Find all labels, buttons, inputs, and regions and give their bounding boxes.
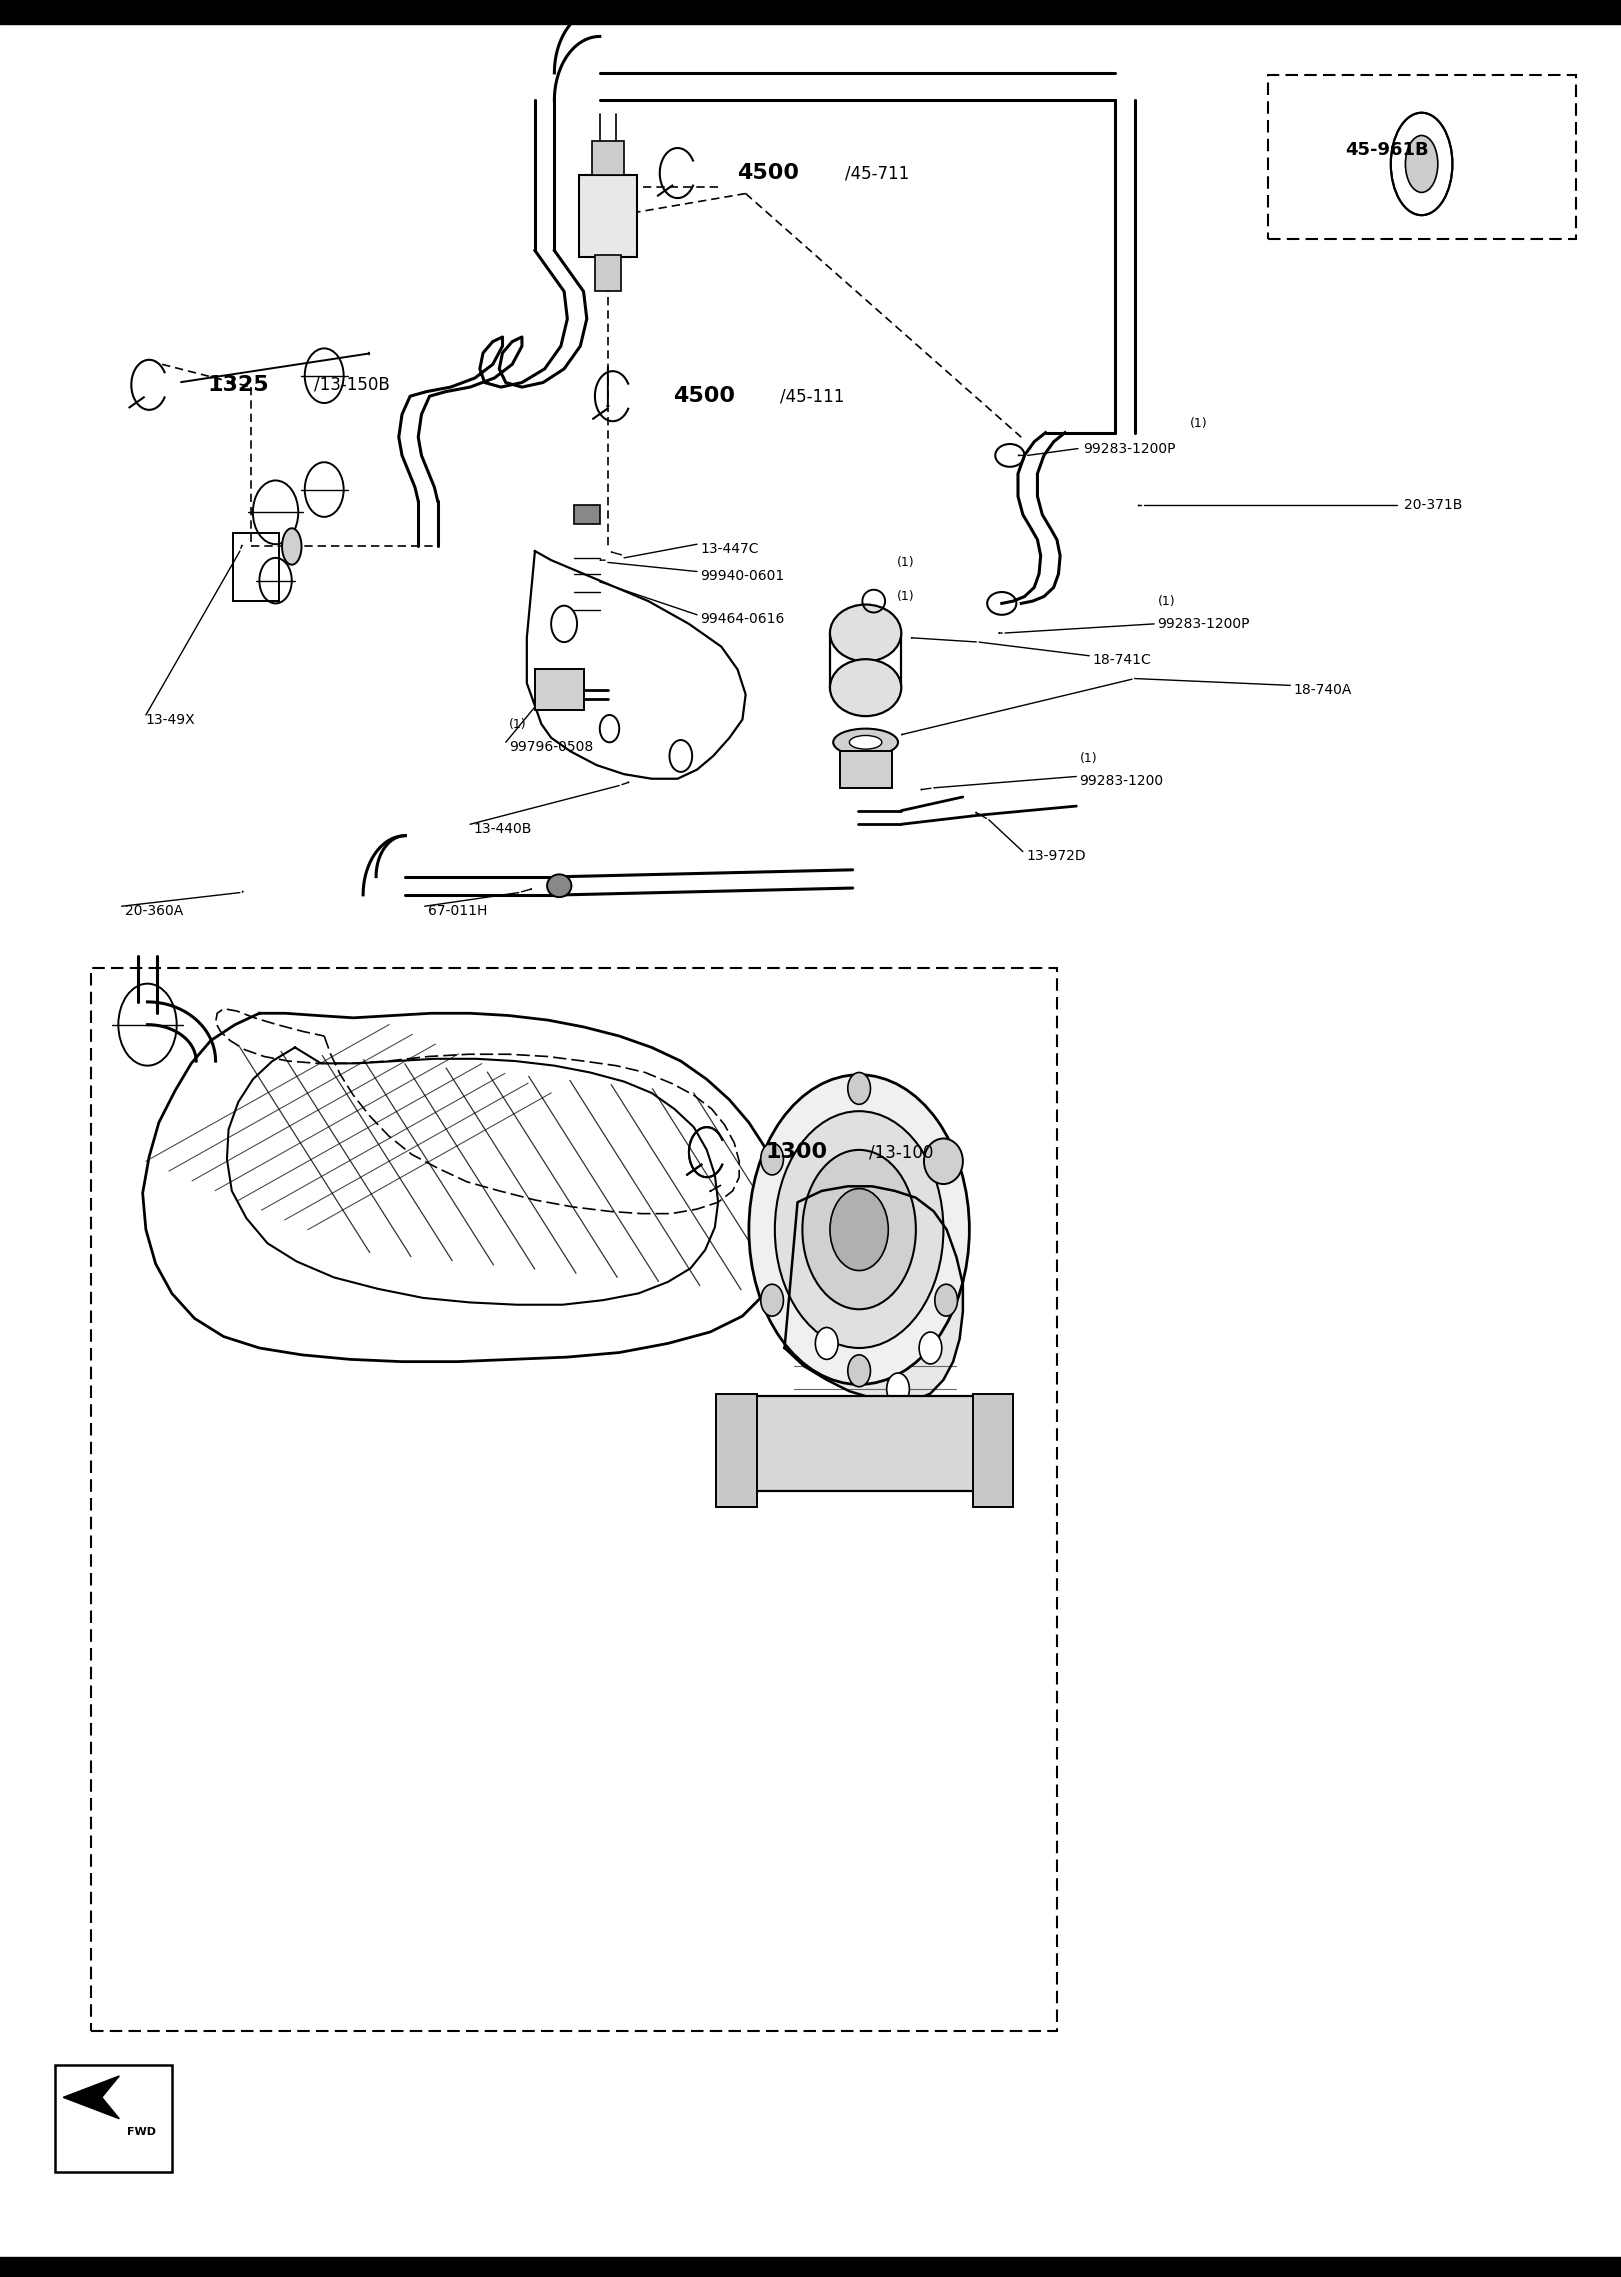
Text: (1): (1): [509, 717, 527, 731]
Text: 18-740A: 18-740A: [1294, 683, 1352, 697]
Ellipse shape: [924, 1138, 963, 1184]
Polygon shape: [785, 1186, 963, 1403]
Text: 13-49X: 13-49X: [146, 713, 196, 726]
Circle shape: [919, 1332, 942, 1364]
Text: 67-011H: 67-011H: [428, 904, 488, 918]
Ellipse shape: [833, 729, 898, 756]
Ellipse shape: [830, 660, 901, 715]
Bar: [574, 505, 600, 524]
Circle shape: [848, 1355, 870, 1387]
Text: (1): (1): [1157, 594, 1175, 608]
Text: 18-741C: 18-741C: [1093, 653, 1151, 667]
Text: 1325: 1325: [207, 376, 269, 394]
Text: (1): (1): [896, 556, 914, 569]
Bar: [55, 2065, 172, 2172]
Circle shape: [760, 1143, 783, 1175]
Circle shape: [935, 1284, 958, 1316]
Text: 99283-1200: 99283-1200: [1080, 774, 1164, 788]
Text: /13-100: /13-100: [869, 1143, 934, 1161]
Circle shape: [760, 1284, 783, 1316]
Text: 45-961B: 45-961B: [1345, 141, 1430, 159]
Text: /45-711: /45-711: [845, 164, 909, 182]
Bar: [233, 533, 279, 601]
Bar: [716, 1394, 757, 1507]
Polygon shape: [63, 2077, 120, 2118]
Text: (1): (1): [896, 590, 914, 603]
Text: 1300: 1300: [765, 1143, 827, 1161]
Text: 13-447C: 13-447C: [700, 542, 759, 556]
Text: /13-150B: /13-150B: [314, 376, 391, 394]
Bar: [0, 2257, 1621, 2277]
Text: 99283-1200P: 99283-1200P: [1083, 442, 1175, 455]
Bar: [973, 1394, 1013, 1507]
Text: 99796-0508: 99796-0508: [509, 740, 593, 754]
Bar: [0, 0, 1621, 23]
Bar: [729, 1396, 1002, 1491]
Circle shape: [802, 1150, 916, 1309]
Polygon shape: [143, 1013, 785, 1362]
Ellipse shape: [1405, 134, 1438, 194]
Bar: [91, 968, 1057, 2031]
Bar: [579, 175, 637, 257]
Circle shape: [775, 1111, 943, 1348]
Text: 13-972D: 13-972D: [1026, 849, 1086, 863]
Circle shape: [935, 1143, 958, 1175]
Circle shape: [600, 715, 619, 742]
Circle shape: [669, 740, 692, 772]
Bar: [595, 255, 621, 291]
Text: 4500: 4500: [673, 387, 734, 405]
Text: 99940-0601: 99940-0601: [700, 569, 785, 583]
Text: (1): (1): [1080, 751, 1097, 765]
Circle shape: [848, 1072, 870, 1104]
Text: 4500: 4500: [738, 164, 799, 182]
Text: 99464-0616: 99464-0616: [700, 613, 785, 626]
Text: 20-371B: 20-371B: [1404, 499, 1462, 512]
Circle shape: [830, 1189, 888, 1271]
Circle shape: [749, 1075, 969, 1384]
Ellipse shape: [849, 735, 882, 749]
Bar: [1268, 75, 1576, 239]
Ellipse shape: [830, 603, 901, 663]
Bar: [535, 669, 584, 710]
Text: (1): (1): [1190, 417, 1208, 430]
Circle shape: [815, 1327, 838, 1359]
Bar: [592, 141, 624, 175]
Circle shape: [887, 1373, 909, 1405]
Text: /45-111: /45-111: [780, 387, 845, 405]
Text: 13-440B: 13-440B: [473, 822, 532, 836]
Circle shape: [551, 606, 577, 642]
Bar: [840, 751, 892, 788]
Ellipse shape: [282, 528, 302, 565]
Text: 99283-1200P: 99283-1200P: [1157, 617, 1250, 631]
Ellipse shape: [546, 874, 571, 897]
Text: 20-360A: 20-360A: [125, 904, 183, 918]
Text: FWD: FWD: [128, 2127, 157, 2136]
